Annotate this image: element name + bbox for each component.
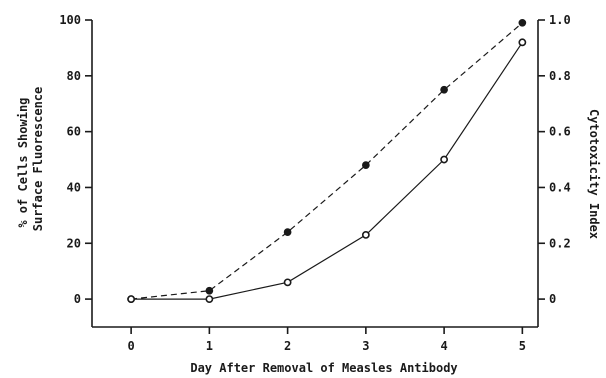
series-2-point-day-0 — [127, 295, 136, 303]
y-tick-label: 60 — [67, 125, 81, 139]
y-axis-title: % of Cells Showing Surface Fluorescence — [16, 87, 45, 232]
series-2-point-day-4 — [440, 155, 449, 164]
x-axis-title: Day After Removal of Measles Antibody — [190, 361, 457, 375]
series-2-point-day-1 — [205, 295, 214, 303]
series-group — [127, 18, 527, 303]
series-1-point-day-2 — [283, 228, 292, 236]
axes: 0 1 2 3 4 5 0 20 40 60 80 100 0 0.2 0.4 0.6 0.8 1.0 — [59, 13, 570, 353]
y2-axis-title: Cytotoxicity Index — [587, 109, 601, 239]
y-axis-title-line-1: % of Cells Showing — [16, 98, 30, 228]
series-line-2 — [131, 41, 523, 300]
series-2-point-day-3 — [361, 230, 370, 239]
series-2-point-day-5 — [518, 38, 527, 47]
y-axis-title-line-2: Surface Fluorescence — [31, 87, 45, 232]
x-tick-label: 3 — [362, 339, 369, 353]
series-line-1 — [131, 22, 523, 300]
y2-tick-label: 0 — [549, 292, 556, 306]
y-tick-label: 40 — [67, 180, 81, 194]
y-tick-label: 100 — [59, 13, 81, 27]
y2-tick-label: 0.8 — [549, 69, 571, 83]
x-tick-label: 1 — [206, 339, 213, 353]
x-tick-label: 2 — [284, 339, 291, 353]
y-tick-label: 0 — [74, 292, 81, 306]
x-tick-label: 5 — [519, 339, 526, 353]
series-1-point-day-1 — [205, 286, 214, 295]
series-1-point-day-5 — [518, 18, 527, 27]
y-tick-label: 80 — [67, 69, 81, 83]
x-tick-label: 4 — [440, 339, 447, 353]
series-2-point-day-2 — [283, 278, 292, 287]
series-1-point-day-4 — [440, 85, 448, 94]
y-tick-label: 20 — [67, 236, 81, 250]
x-tick-label: 0 — [128, 339, 135, 353]
series-1-point-day-3 — [362, 161, 370, 169]
y2-tick-label: 0.2 — [549, 236, 571, 250]
y2-tick-label: 1.0 — [549, 13, 571, 27]
y2-tick-label: 0.4 — [549, 180, 571, 194]
y2-tick-label: 0.6 — [549, 125, 571, 139]
